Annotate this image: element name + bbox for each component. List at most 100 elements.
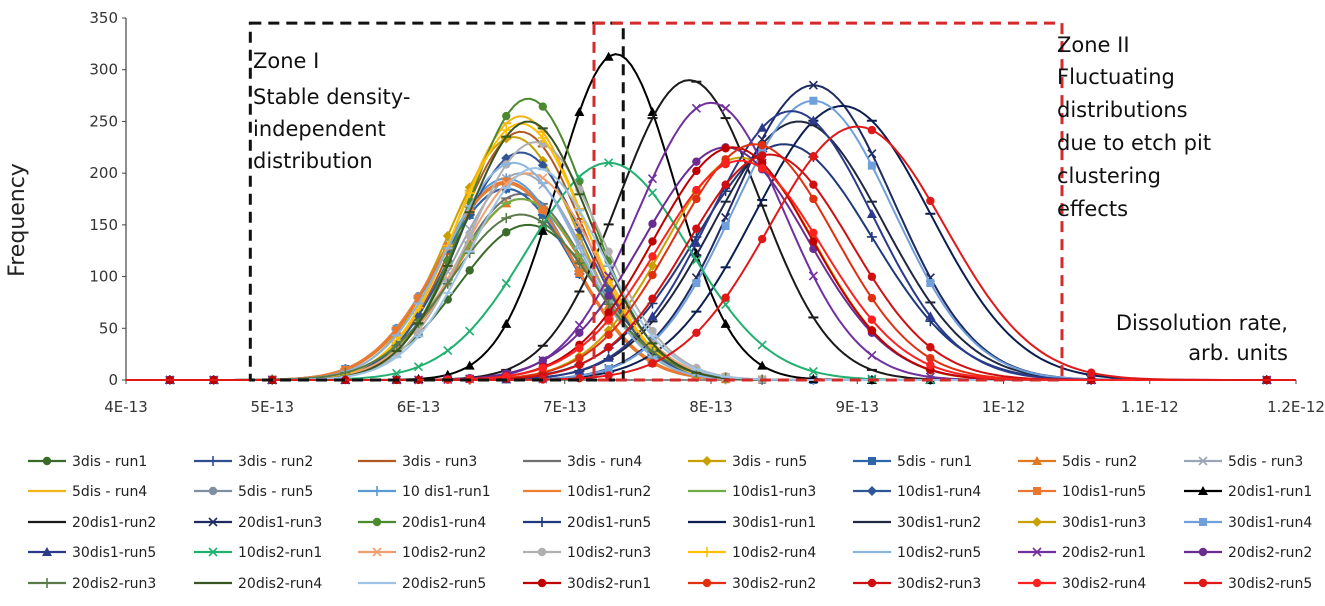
legend-label: 20dis2-run4 bbox=[238, 576, 322, 592]
legend-item: 30dis1-run4 bbox=[1184, 515, 1312, 531]
data-point-marker bbox=[867, 315, 877, 324]
zone2-line-1: Zone II bbox=[1057, 33, 1130, 57]
data-point-marker bbox=[537, 578, 547, 588]
legend-label: 5dis - run1 bbox=[897, 454, 972, 470]
legend-item: 20dis1-run4 bbox=[358, 515, 486, 531]
axis-note-line-2: arb. units bbox=[1188, 341, 1288, 365]
legend-item: 10dis2-run1 bbox=[194, 545, 322, 561]
data-point-marker bbox=[372, 486, 382, 496]
legend-label: 20dis2-run5 bbox=[402, 576, 486, 592]
legend-label: 30dis1-run5 bbox=[72, 545, 156, 561]
data-point-marker bbox=[867, 272, 877, 281]
data-point-marker bbox=[537, 217, 548, 228]
data-point-marker bbox=[647, 260, 658, 271]
legend-item: 30dis1-run3 bbox=[1018, 515, 1146, 531]
data-point-marker bbox=[648, 270, 657, 280]
data-point-marker bbox=[537, 517, 547, 527]
legend-label: 5dis - run2 bbox=[1062, 454, 1137, 470]
data-point-marker bbox=[604, 158, 614, 168]
data-point-marker bbox=[574, 320, 584, 330]
data-point-marker bbox=[692, 279, 701, 288]
data-point-marker bbox=[1198, 547, 1208, 557]
legend-label: 3dis - run3 bbox=[402, 454, 477, 470]
legend-item: 10dis2-run2 bbox=[358, 545, 486, 561]
data-point-marker bbox=[208, 486, 218, 496]
data-point-marker bbox=[808, 366, 818, 377]
data-point-marker bbox=[809, 228, 818, 238]
data-point-marker bbox=[721, 180, 730, 189]
data-point-marker bbox=[692, 224, 701, 233]
data-point-marker bbox=[413, 362, 424, 372]
legend-item: 20dis1-run5 bbox=[523, 515, 651, 531]
data-point-marker bbox=[575, 328, 584, 337]
data-point-marker bbox=[721, 103, 731, 113]
data-point-marker bbox=[648, 252, 657, 261]
data-point-marker bbox=[574, 365, 585, 375]
data-point-marker bbox=[702, 547, 712, 557]
data-point-marker bbox=[757, 164, 767, 173]
data-point-marker bbox=[691, 103, 701, 113]
data-point-marker bbox=[1032, 547, 1042, 557]
y-axis-label: Frequency bbox=[5, 163, 30, 277]
data-point-marker bbox=[757, 151, 767, 160]
data-point-marker bbox=[867, 350, 877, 360]
legend-item: 30dis1-run1 bbox=[688, 515, 816, 531]
data-point-marker bbox=[538, 363, 548, 373]
data-point-marker bbox=[757, 340, 767, 350]
data-point-marker bbox=[537, 132, 548, 143]
data-point-marker bbox=[604, 291, 613, 301]
data-point-marker bbox=[574, 172, 584, 182]
y-tick-label: 50 bbox=[99, 319, 118, 337]
y-tick-label: 200 bbox=[89, 164, 118, 182]
legend-item: 30dis1-run5 bbox=[28, 545, 156, 561]
x-tick-label: 5E-13 bbox=[250, 398, 294, 416]
data-point-marker bbox=[647, 174, 658, 184]
legend-label: 30dis1-run4 bbox=[1228, 515, 1312, 531]
data-point-marker bbox=[208, 456, 218, 466]
legend-label: 10dis2-run4 bbox=[732, 545, 816, 561]
data-point-marker bbox=[867, 161, 876, 170]
y-tick-label: 350 bbox=[89, 9, 118, 27]
data-point-marker bbox=[702, 578, 712, 588]
data-point-marker bbox=[809, 237, 818, 246]
data-point-marker bbox=[691, 255, 701, 265]
data-point-marker bbox=[502, 228, 511, 237]
data-point-marker bbox=[647, 188, 658, 198]
series-20dis2-run3 bbox=[126, 213, 1296, 385]
legend-item: 20dis2-run1 bbox=[1018, 545, 1146, 561]
legend-label: 3dis - run4 bbox=[567, 454, 642, 470]
zone1-line-4: distribution bbox=[253, 149, 373, 173]
legend-item: 10dis2-run4 bbox=[688, 545, 816, 561]
zone2-box bbox=[592, 21, 1064, 382]
legend-label: 30dis2-run5 bbox=[1228, 576, 1312, 592]
x-tick-label: 1.1E-12 bbox=[1121, 398, 1179, 416]
legend-label: 5dis - run3 bbox=[1228, 454, 1303, 470]
series-line bbox=[126, 161, 1296, 381]
data-point-marker bbox=[809, 194, 818, 204]
x-tick-label: 9E-13 bbox=[835, 398, 879, 416]
zone1-line-2: Stable density- bbox=[253, 85, 410, 109]
data-point-marker bbox=[867, 486, 877, 496]
data-point-marker bbox=[1087, 368, 1096, 377]
data-point-marker bbox=[808, 80, 818, 90]
legend-label: 20dis2-run2 bbox=[1228, 545, 1312, 561]
legend-label: 20dis1-run1 bbox=[1228, 484, 1312, 500]
data-point-marker bbox=[604, 247, 613, 256]
legend-item: 3dis - run2 bbox=[194, 454, 313, 470]
legend-label: 20dis2-run1 bbox=[1062, 545, 1146, 561]
data-point-marker bbox=[925, 311, 936, 321]
data-point-marker bbox=[721, 221, 730, 230]
legend-item: 20dis2-run2 bbox=[1184, 545, 1312, 561]
legend-label: 10dis1-run5 bbox=[1062, 484, 1146, 500]
series-layer bbox=[126, 51, 1296, 385]
y-tick-label: 0 bbox=[108, 371, 118, 389]
legend-label: 5dis - run5 bbox=[238, 484, 313, 500]
legend-item: 30dis1-run2 bbox=[853, 515, 981, 531]
legend-label: 10dis2-run5 bbox=[897, 545, 981, 561]
legend-label: 30dis1-run2 bbox=[897, 515, 981, 531]
data-point-marker bbox=[604, 371, 613, 380]
axis-note-line-1: Dissolution rate, bbox=[1116, 311, 1288, 335]
legend-label: 30dis2-run3 bbox=[897, 576, 981, 592]
data-point-marker bbox=[501, 125, 512, 136]
legend-item: 30dis2-run1 bbox=[523, 576, 651, 592]
